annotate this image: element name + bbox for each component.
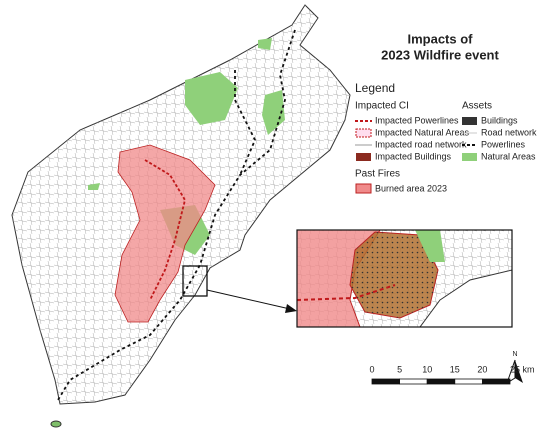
legend-label: Powerlines xyxy=(481,139,526,149)
powerline xyxy=(57,29,296,401)
scale-label: 20 xyxy=(477,364,487,374)
legend-label: Road network xyxy=(481,127,537,137)
inset-frame xyxy=(296,229,513,328)
natural-area xyxy=(262,90,285,135)
legend-symbol xyxy=(355,128,372,138)
legend-label: Burned area 2023 xyxy=(375,183,447,193)
inset-locator xyxy=(182,265,208,297)
scale-segment xyxy=(371,378,401,385)
legend-symbol xyxy=(355,183,372,194)
scale-segment xyxy=(454,378,483,385)
legend-label: Buildings xyxy=(481,115,518,125)
inset-map xyxy=(297,230,512,327)
legend-heading: Legend xyxy=(355,81,395,95)
legend-label: Impacted Natural Areas xyxy=(375,127,470,137)
legend-group: Past Fires xyxy=(355,169,400,180)
legend-symbol xyxy=(462,117,477,125)
scale-label: 5 xyxy=(397,364,402,374)
scale-segment xyxy=(481,378,511,385)
scale-label: 10 xyxy=(422,364,432,374)
scale-label: 0 xyxy=(369,364,374,374)
legend-label: Impacted Powerlines xyxy=(375,115,459,125)
legend-label: Impacted Buildings xyxy=(375,151,452,161)
legend-label: Natural Areas xyxy=(481,151,536,161)
north-arrow xyxy=(515,360,523,383)
scale-label: 25 km xyxy=(510,364,535,374)
legend-symbol xyxy=(462,153,477,161)
legend-group: Assets xyxy=(462,101,492,112)
title-line: 2023 Wildfire event xyxy=(381,47,499,62)
north-label: N xyxy=(512,351,517,358)
legend-group: Impacted CI xyxy=(355,101,409,112)
legend-symbol xyxy=(356,153,371,161)
natural-area xyxy=(258,38,272,50)
legend-label: Impacted road network xyxy=(375,139,467,149)
scale-bar: 0 5 10 15 20 25 km xyxy=(369,364,535,385)
powerline xyxy=(234,70,256,176)
natural-area xyxy=(88,183,100,190)
inset-arrow xyxy=(206,289,291,310)
natural-area xyxy=(185,72,238,125)
scale-label: 15 xyxy=(450,364,460,374)
inset-arrow-head xyxy=(285,304,297,313)
islet xyxy=(50,420,62,428)
scale-segment xyxy=(426,378,456,385)
impacted-powerline xyxy=(144,159,186,301)
scale-segment xyxy=(399,378,428,385)
burned-area xyxy=(114,144,216,323)
title-line: Impacts of xyxy=(407,31,473,46)
